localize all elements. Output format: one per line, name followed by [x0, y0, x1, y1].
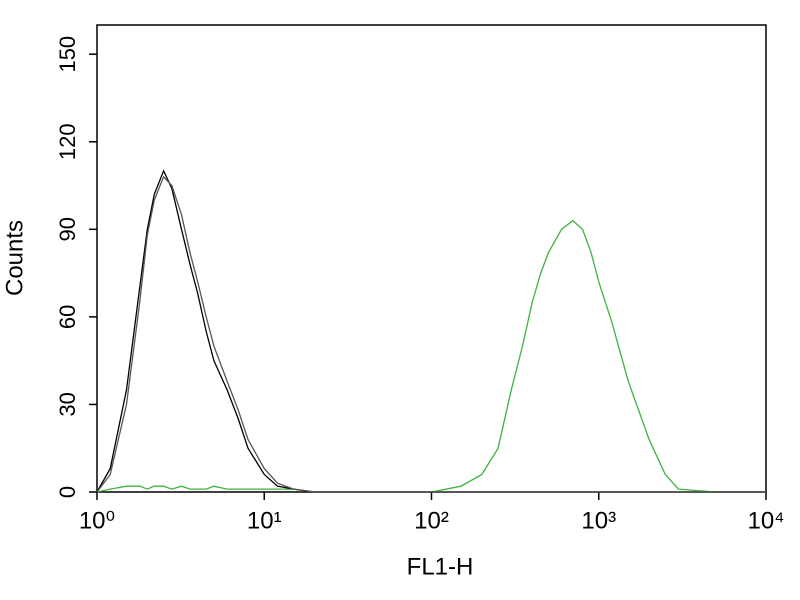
- series-line: [96, 175, 766, 493]
- x-tick-label: 10⁰: [79, 507, 115, 534]
- y-tick-label: 60: [55, 305, 80, 329]
- series-line: [96, 169, 766, 493]
- x-tick-label: 10⁴: [747, 507, 784, 534]
- x-tick-label: 10³: [581, 507, 616, 534]
- y-axis-label: Counts: [1, 220, 28, 296]
- y-tick-label: 0: [55, 486, 80, 498]
- y-tick-label: 120: [55, 123, 80, 160]
- x-tick-label: 10¹: [247, 507, 282, 534]
- y-tick-label: 30: [55, 392, 80, 416]
- y-tick-label: 150: [55, 36, 80, 73]
- x-axis-label: FL1-H: [407, 553, 474, 580]
- x-tick-label: 10²: [414, 507, 449, 534]
- y-tick-label: 90: [55, 217, 80, 241]
- series-line: [96, 219, 766, 493]
- plot-frame: [96, 24, 767, 493]
